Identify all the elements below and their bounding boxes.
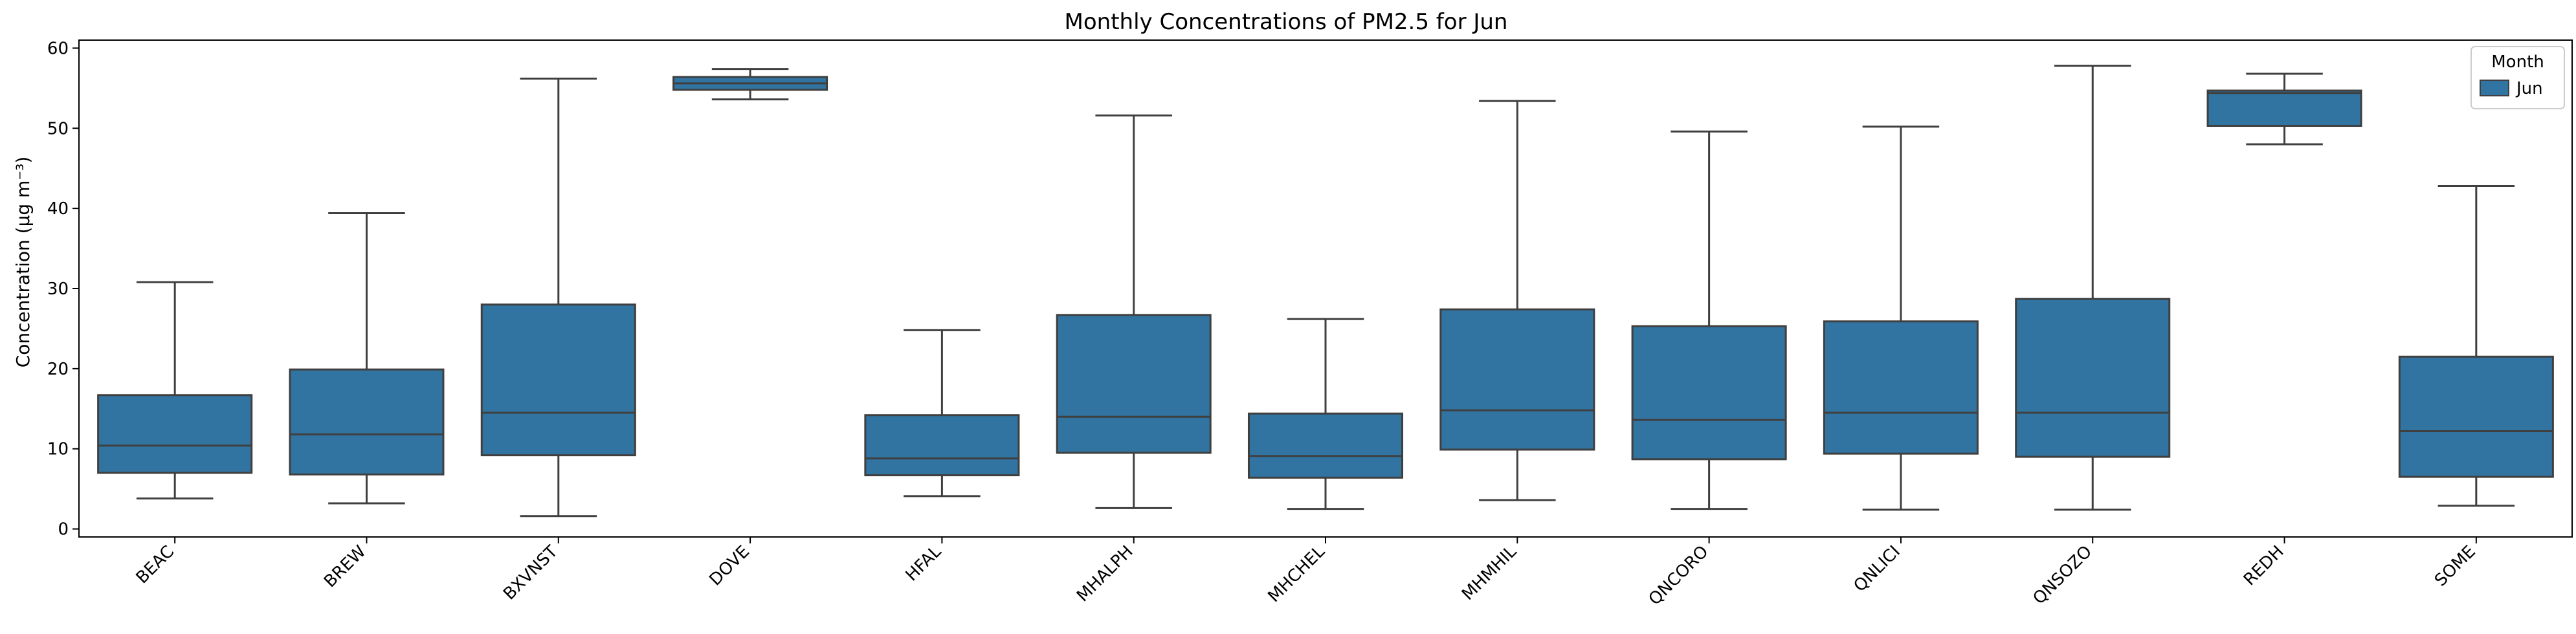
iqr-box [2015,298,2171,458]
chart-title: Monthly Concentrations of PM2.5 for Jun [1065,9,1508,35]
legend-swatch [2480,80,2509,96]
iqr-box [864,414,1020,477]
box-mhchel [1247,318,1404,510]
legend-title: Month [2491,52,2544,72]
y-tick-label: 50 [47,119,69,138]
y-tick-label: 60 [47,39,69,58]
y-axis: 0 10 20 30 40 50 60 [47,39,79,540]
iqr-box [1631,325,1787,461]
iqr-box [1439,308,1595,451]
y-tick-label: 40 [47,199,69,219]
x-tick-label: BEAC [133,542,179,588]
box-bxvnst [480,77,636,518]
iqr-box [2398,355,2554,478]
iqr-box [289,368,445,476]
iqr-box [97,394,253,474]
box-redh [2206,72,2362,146]
iqr-box [1056,314,1212,454]
x-tick-label: HFAL [902,541,946,585]
box-qncoro [1631,130,1787,510]
x-axis: BEAC BREW BXVNST DOVE HFAL MHALPH MHCHEL MHMHIL… [133,537,2480,609]
legend: Month Jun [2471,46,2565,109]
box-mhmhil [1439,100,1595,501]
y-tick-label: 0 [58,520,69,540]
legend-entry: Jun [2515,79,2543,98]
box-qnlici [1823,126,1979,511]
box-mhalph [1056,114,1212,509]
y-tick-label: 30 [47,279,69,299]
iqr-box [1247,412,1404,479]
box-dove [672,68,828,101]
box-brew [289,212,445,505]
iqr-box [1823,320,1979,455]
y-tick-label: 20 [47,360,69,379]
y-tick-label: 10 [47,440,69,459]
x-tick-label: SOME [2431,542,2480,591]
x-tick-label: QNLICI [1850,542,1904,596]
x-tick-label: QNSOZO [2030,542,2096,609]
x-tick-label: MHMHIL [1458,541,1521,604]
x-tick-label: REDH [2240,542,2288,590]
x-tick-label: MHCHEL [1265,541,1329,606]
iqr-box [2206,89,2362,127]
box-hfal [864,329,1020,497]
x-tick-label: MHALPH [1073,542,1137,606]
box-some [2398,184,2554,507]
iqr-box [480,303,636,457]
y-axis-label: Concentration (µg m⁻³) [12,157,34,368]
box-beac [97,281,253,500]
box-qnsozo [2015,65,2171,511]
plot-area [97,65,2554,518]
x-tick-label: DOVE [705,542,753,590]
x-tick-label: QNCORO [1645,542,1713,609]
x-tick-label: BREW [320,542,370,591]
x-tick-label: BXVNST [500,542,562,604]
